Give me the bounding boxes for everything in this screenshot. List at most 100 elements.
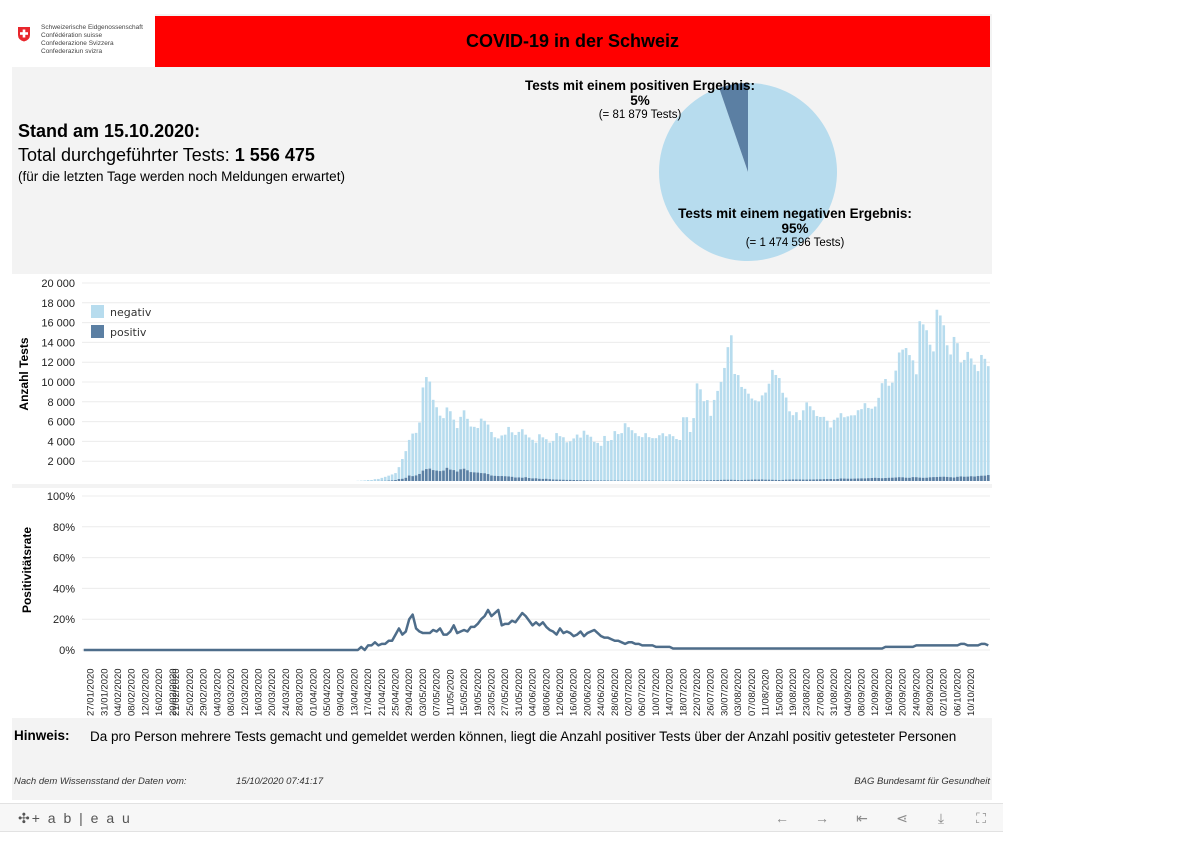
bar-negative[interactable] [486, 424, 490, 481]
bar-negative[interactable] [431, 399, 435, 481]
bar-negative[interactable] [891, 382, 894, 481]
bar-positive[interactable] [706, 480, 709, 481]
bar-positive[interactable] [723, 479, 726, 481]
bar-negative[interactable] [918, 321, 922, 481]
bar-positive[interactable] [709, 480, 713, 481]
bar-positive[interactable] [520, 477, 524, 481]
bar-negative[interactable] [452, 419, 456, 481]
bar-negative[interactable] [572, 438, 576, 481]
bar-negative[interactable] [449, 411, 452, 481]
bar-positive[interactable] [952, 477, 956, 481]
bar-positive[interactable] [962, 476, 966, 481]
bar-negative[interactable] [401, 459, 404, 481]
bar-negative[interactable] [894, 370, 898, 481]
bar-negative[interactable] [675, 439, 678, 481]
bar-positive[interactable] [836, 479, 839, 481]
bar-positive[interactable] [418, 473, 421, 481]
bar-negative[interactable] [784, 397, 788, 481]
bar-negative[interactable] [736, 375, 740, 481]
bar-negative[interactable] [476, 428, 480, 481]
bar-positive[interactable] [901, 477, 904, 481]
bar-positive[interactable] [935, 477, 939, 481]
bar-negative[interactable] [928, 344, 932, 481]
bar-positive[interactable] [411, 476, 414, 481]
bar-negative[interactable] [945, 345, 949, 481]
bar-positive[interactable] [565, 479, 569, 481]
bar-positive[interactable] [819, 479, 822, 481]
bar-negative[interactable] [510, 432, 514, 481]
bar-negative[interactable] [418, 422, 421, 481]
bar-negative[interactable] [849, 415, 853, 481]
bar-negative[interactable] [932, 351, 935, 481]
bar-positive[interactable] [945, 476, 949, 481]
bar-negative[interactable] [459, 416, 462, 481]
bar-positive[interactable] [798, 479, 802, 481]
bar-negative[interactable] [568, 441, 572, 481]
positivity-rate-line[interactable] [83, 608, 989, 652]
bar-negative[interactable] [856, 410, 860, 481]
bar-negative[interactable] [801, 410, 805, 481]
bar-positive[interactable] [884, 478, 887, 481]
bar-negative[interactable] [425, 377, 428, 481]
bar-negative[interactable] [589, 436, 593, 481]
bar-negative[interactable] [651, 438, 654, 481]
bar-positive[interactable] [750, 479, 754, 481]
bar-negative[interactable] [959, 362, 963, 481]
bar-positive[interactable] [966, 476, 970, 481]
bar-negative[interactable] [825, 420, 829, 481]
bar-negative[interactable] [524, 434, 528, 481]
bar-negative[interactable] [496, 438, 500, 481]
bar-negative[interactable] [592, 441, 596, 481]
bar-positive[interactable] [702, 480, 706, 481]
bar-negative[interactable] [939, 315, 942, 481]
bar-negative[interactable] [897, 352, 901, 481]
bar-negative[interactable] [575, 434, 579, 481]
bar-negative[interactable] [983, 358, 987, 481]
bar-negative[interactable] [582, 430, 586, 481]
bar-positive[interactable] [726, 479, 730, 481]
bar-positive[interactable] [760, 479, 764, 481]
bar-negative[interactable] [520, 429, 524, 481]
bar-positive[interactable] [942, 476, 946, 481]
bar-positive[interactable] [500, 476, 504, 481]
bar-negative[interactable] [843, 417, 846, 481]
bar-negative[interactable] [750, 398, 754, 481]
bar-positive[interactable] [558, 479, 562, 481]
bar-positive[interactable] [781, 479, 785, 481]
bar-negative[interactable] [836, 417, 839, 481]
bar-negative[interactable] [952, 336, 956, 481]
bar-negative[interactable] [911, 360, 915, 481]
bar-positive[interactable] [510, 476, 514, 481]
bar-negative[interactable] [949, 354, 952, 481]
bar-negative[interactable] [980, 354, 983, 481]
bar-positive[interactable] [692, 480, 695, 481]
bar-positive[interactable] [805, 479, 808, 481]
bar-negative[interactable] [853, 415, 856, 481]
redo-icon[interactable]: → [815, 810, 829, 826]
bar-positive[interactable] [462, 468, 466, 481]
bar-positive[interactable] [747, 479, 750, 481]
bar-positive[interactable] [517, 477, 521, 481]
bar-negative[interactable] [517, 431, 521, 481]
download-icon[interactable]: ⤓ [937, 810, 945, 826]
bar-negative[interactable] [383, 476, 387, 481]
bar-positive[interactable] [473, 472, 476, 481]
bar-positive[interactable] [908, 477, 911, 481]
bar-positive[interactable] [562, 479, 565, 481]
bar-negative[interactable] [873, 406, 877, 481]
bar-negative[interactable] [630, 430, 634, 481]
bar-negative[interactable] [394, 473, 397, 481]
bar-positive[interactable] [407, 475, 411, 481]
bar-positive[interactable] [445, 467, 449, 481]
bar-negative[interactable] [548, 442, 552, 481]
bar-positive[interactable] [849, 478, 853, 481]
bar-positive[interactable] [843, 478, 846, 481]
bar-positive[interactable] [918, 477, 922, 481]
bar-negative[interactable] [473, 426, 476, 481]
legend-swatch-positiv[interactable] [91, 325, 104, 338]
bar-positive[interactable] [404, 477, 408, 481]
bar-positive[interactable] [428, 468, 432, 481]
bar-positive[interactable] [815, 479, 819, 481]
bar-negative[interactable] [654, 438, 658, 481]
bar-negative[interactable] [682, 417, 685, 481]
